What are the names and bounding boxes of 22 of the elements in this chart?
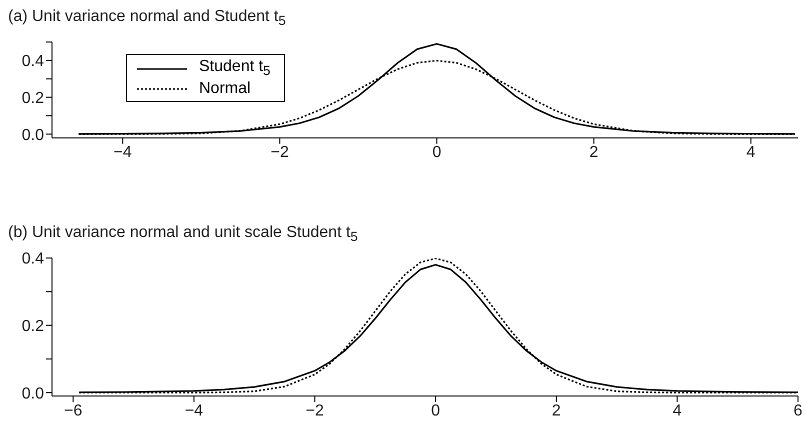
x-tick-label: −6: [64, 402, 82, 420]
x-tick-label: −2: [306, 402, 324, 420]
y-tick-label: 0.2: [22, 318, 44, 335]
chart-title: (a) Unit variance normal and Student t$_{5}$: [8, 8, 287, 30]
x-tick-label: 6: [794, 402, 803, 420]
x-tick-label: 2: [552, 402, 561, 420]
legend-label: Normal: [199, 80, 251, 98]
x-tick-label: 2: [589, 144, 598, 162]
y-tick-label: 0.4: [22, 53, 44, 70]
x-tick-label: 0: [432, 144, 442, 162]
x-tick-label: 4: [746, 144, 756, 162]
y-tick-label: 0.2: [22, 90, 44, 107]
x-tick-label: 4: [672, 402, 682, 420]
y-tick-label: 0.4: [22, 250, 44, 268]
legend-label: Student t$_{5}$: [199, 58, 270, 80]
chart-title: (b) Unit variance normal and unit scale Student t$_{5}$: [8, 224, 359, 246]
y-tick-label: 0.0: [22, 126, 44, 144]
x-tick-label: −4: [184, 402, 204, 420]
x-tick-label: 0: [431, 402, 440, 420]
x-tick-label: −2: [270, 144, 289, 162]
y-tick-label: 0.0: [22, 385, 44, 402]
x-tick-label: −4: [114, 144, 132, 162]
